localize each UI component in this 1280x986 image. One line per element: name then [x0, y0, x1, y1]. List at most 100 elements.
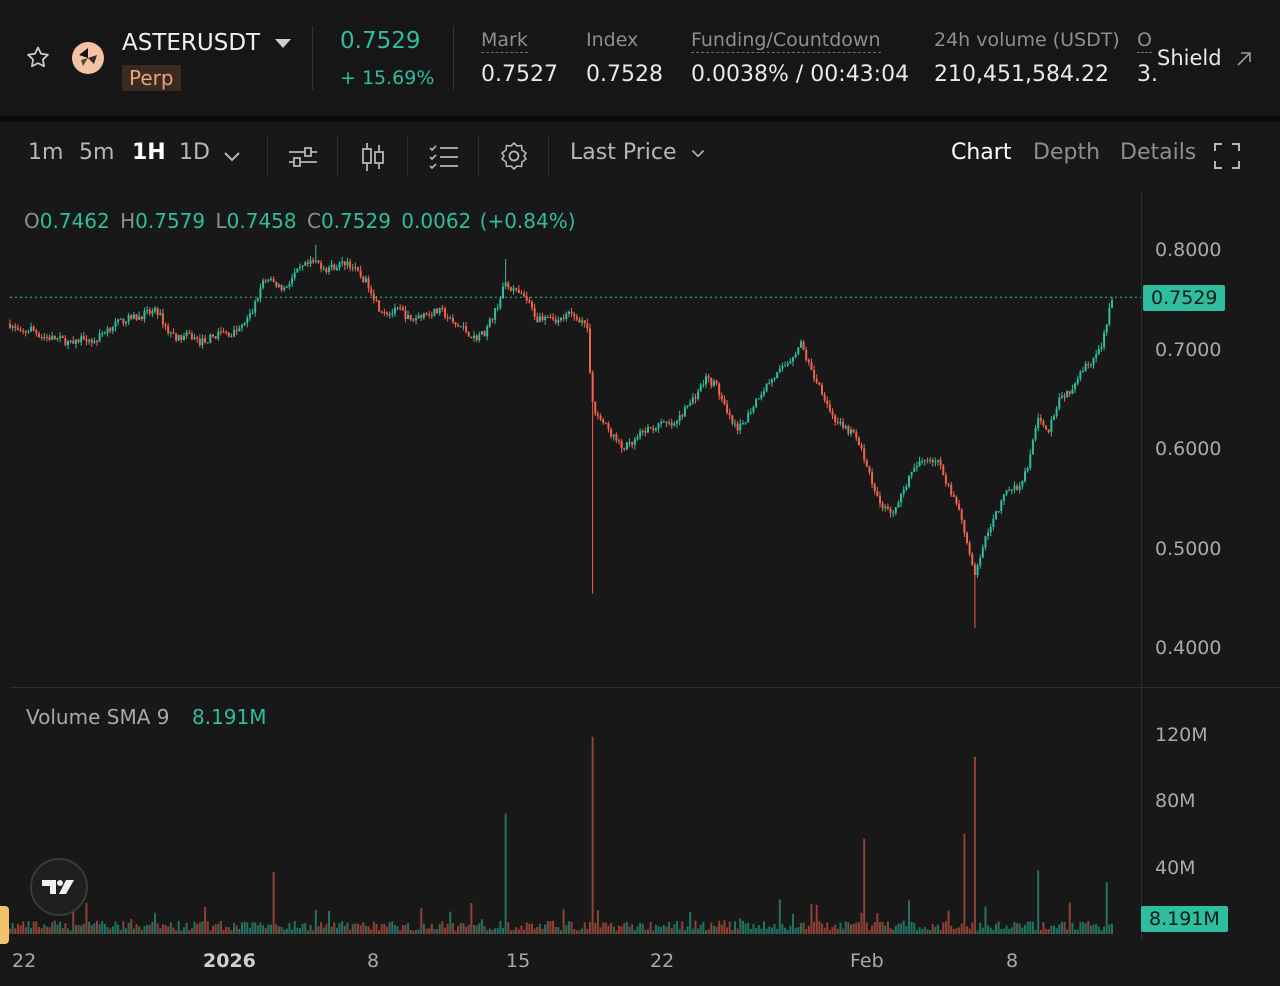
volume-bar	[341, 921, 344, 934]
candle	[1010, 488, 1013, 495]
candle-body	[1047, 429, 1050, 433]
candle-body	[146, 309, 149, 312]
candle	[380, 310, 383, 314]
candle-body	[1111, 299, 1113, 308]
candle	[225, 330, 228, 335]
price-type-selector[interactable]: Last Price	[570, 140, 706, 165]
volume-bar	[937, 924, 939, 934]
volume-bar	[968, 928, 971, 934]
candle	[478, 331, 481, 343]
volume-bar	[586, 928, 589, 934]
volume-bar	[45, 926, 48, 934]
volume-bar	[404, 925, 407, 934]
candle-body	[602, 419, 605, 423]
candle	[641, 429, 644, 436]
candle-body	[720, 395, 723, 400]
candle-body	[430, 315, 433, 317]
candle	[910, 471, 913, 479]
candle	[665, 421, 668, 428]
interval-5m[interactable]: 5m	[79, 140, 115, 165]
volume-bar	[280, 926, 283, 934]
volume-bar	[763, 921, 765, 934]
indicators-icon	[289, 147, 317, 167]
volume-bar	[984, 906, 987, 934]
fullscreen-icon	[1214, 143, 1240, 169]
settings-button[interactable]	[499, 141, 529, 171]
candle	[175, 332, 178, 343]
candle	[77, 338, 80, 344]
tab-chart[interactable]: Chart	[951, 140, 1012, 165]
candle-body	[757, 398, 760, 400]
volume-bar	[807, 925, 810, 934]
candle	[710, 377, 713, 389]
ohlc-legend: O0.7462 H0.7579 L0.7458 C0.7529 0.0062 (…	[24, 209, 576, 233]
candle-body	[396, 307, 399, 309]
candle-body	[446, 317, 449, 319]
list-button[interactable]	[428, 143, 460, 171]
candle	[960, 508, 963, 524]
candle	[219, 326, 222, 336]
candle-body	[647, 427, 649, 433]
candle	[573, 311, 576, 321]
volume-bar	[169, 922, 172, 934]
candle-body	[67, 341, 69, 346]
volume-bar	[412, 930, 415, 934]
candle	[343, 261, 346, 271]
volume-bar	[828, 929, 831, 934]
volume-bar	[391, 921, 394, 934]
candle-type-button[interactable]	[358, 141, 388, 173]
mark-label[interactable]: Mark	[481, 29, 528, 53]
volume-bar	[222, 930, 225, 934]
candle-body	[821, 384, 823, 395]
volume-bar	[488, 928, 491, 934]
volume-bar	[383, 923, 386, 934]
volume-bar	[1108, 924, 1111, 934]
candle-body	[842, 422, 845, 428]
volume-value: 210,451,584.22	[934, 62, 1109, 87]
volume-bar	[367, 926, 370, 934]
candle	[549, 313, 552, 319]
candle	[127, 312, 130, 326]
candle-body	[467, 331, 470, 337]
tab-depth[interactable]: Depth	[1033, 140, 1101, 165]
open-interest-label[interactable]: O	[1137, 29, 1152, 53]
candle	[992, 514, 995, 531]
candle	[876, 486, 879, 497]
interval-dropdown[interactable]	[222, 146, 242, 166]
fullscreen-button[interactable]	[1214, 143, 1240, 169]
symbol-selector[interactable]: ASTERUSDT	[122, 30, 292, 56]
indicators-button[interactable]	[287, 143, 319, 171]
candle-body	[222, 331, 225, 333]
candle	[570, 307, 573, 318]
tab-details[interactable]: Details	[1120, 140, 1197, 165]
candle-body	[480, 331, 483, 335]
candle-body	[831, 411, 834, 416]
candle-body	[375, 299, 378, 301]
volume-bar	[757, 924, 760, 934]
candle-body	[691, 397, 694, 403]
favorite-button[interactable]	[24, 44, 52, 72]
shield-button[interactable]: Shield	[1157, 46, 1259, 70]
volume-bar	[602, 922, 605, 934]
volume-bar	[264, 928, 267, 934]
candle-body	[412, 319, 415, 321]
candle	[952, 491, 955, 498]
candle-body	[436, 308, 439, 314]
candle-body	[422, 313, 425, 318]
volume-bar	[262, 925, 265, 934]
funding-label[interactable]: Funding/Countdown	[691, 29, 881, 53]
candle-body	[813, 369, 816, 379]
candle	[575, 313, 578, 322]
candle-body	[1100, 347, 1103, 349]
interval-1d[interactable]: 1D	[179, 140, 210, 165]
tradingview-logo-button[interactable]	[30, 858, 88, 916]
scroll-handle[interactable]	[0, 906, 9, 944]
interval-1m[interactable]: 1m	[28, 140, 64, 165]
interval-1h[interactable]: 1H	[132, 140, 166, 165]
volume-bar	[306, 930, 309, 934]
volume-bar	[913, 922, 916, 934]
volume-bar	[106, 927, 109, 934]
candle-body	[475, 335, 478, 341]
candle-body	[810, 362, 813, 370]
